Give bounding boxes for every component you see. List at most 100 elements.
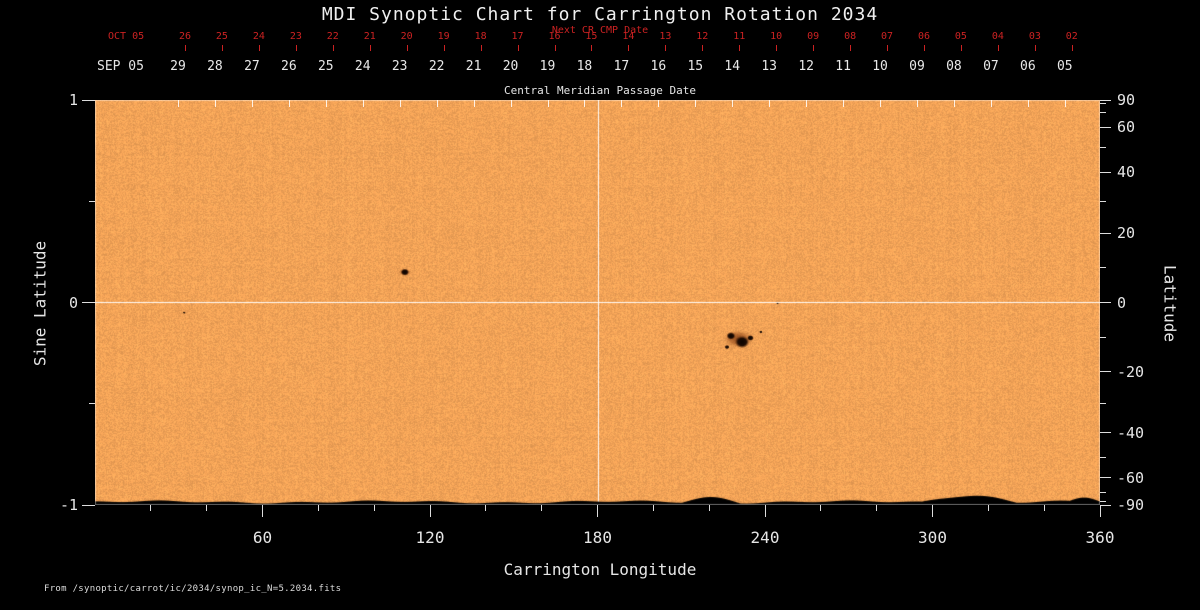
bottom-axis-title: Carrington Longitude (503, 560, 697, 579)
right-tick (1100, 126, 1111, 128)
bottom-tick-label: 60 (252, 528, 273, 547)
cmp-month-label: SEP 05 (97, 59, 144, 74)
cmp-day-label: 28 (207, 59, 223, 74)
left-tick-label: 1 (68, 91, 78, 109)
next-cr-day-label: 16 (548, 31, 561, 42)
right-minor-tick (1100, 457, 1106, 459)
bottom-tick (429, 505, 431, 517)
cmp-date-tick (178, 100, 179, 107)
next-cr-day-label: 25 (215, 31, 228, 42)
next-cr-tick (369, 45, 371, 51)
next-cr-tick (554, 45, 556, 51)
next-cr-month-label: OCT 05 (108, 31, 145, 42)
cmp-day-label: 22 (428, 59, 445, 74)
right-minor-tick (1100, 492, 1106, 494)
bottom-minor-tick (708, 505, 710, 511)
cmp-date-tick (953, 100, 955, 107)
bottom-minor-tick (150, 505, 152, 511)
cmp-date-tick (547, 100, 549, 107)
next-cr-tick (960, 45, 962, 51)
cmp-date-tick (399, 100, 401, 107)
cmp-date-tick (436, 100, 438, 107)
right-tick-label: 60 (1117, 118, 1136, 137)
right-minor-tick (1100, 403, 1106, 405)
cmp-day-label: 16 (650, 59, 667, 74)
left-minor-tick (89, 403, 95, 405)
next-cr-day-label: 23 (289, 31, 302, 42)
cmp-day-label: 23 (391, 59, 408, 74)
cmp-date-tick (880, 100, 882, 107)
cmp-date-tick (288, 100, 290, 107)
bottom-minor-tick (541, 505, 543, 511)
next-cr-tick (924, 45, 925, 51)
next-cr-tick (628, 45, 630, 51)
next-cr-tick (665, 45, 667, 51)
cmp-day-label: 27 (244, 59, 260, 74)
cmp-day-label: 05 (1056, 59, 1073, 74)
next-cr-day-label: 03 (1028, 31, 1041, 42)
left-tick-label: 0 (68, 293, 78, 312)
cmp-day-label: 12 (798, 59, 814, 74)
cmp-day-label: 18 (576, 59, 593, 74)
bottom-minor-tick (373, 505, 375, 511)
right-tick-label: -20 (1117, 362, 1145, 381)
bottom-tick-label: 180 (583, 528, 612, 547)
next-cr-day-label: 17 (511, 31, 524, 42)
right-tick-label: 40 (1117, 163, 1136, 182)
bottom-tick (597, 505, 598, 517)
cmp-axis-label: Central Meridian Passage Date (503, 84, 697, 97)
bottom-tick-label: 240 (750, 528, 780, 547)
next-cr-tick (776, 45, 778, 51)
next-cr-day-label: 18 (474, 31, 487, 42)
right-minor-tick (1100, 266, 1106, 268)
bottom-minor-tick (485, 505, 487, 511)
next-cr-day-label: 20 (400, 31, 413, 42)
cmp-day-label: 20 (502, 59, 519, 74)
cmp-date-tick (510, 100, 512, 107)
next-cr-day-label: 12 (696, 31, 709, 42)
cmp-date-tick (843, 100, 845, 107)
right-tick (1100, 302, 1111, 303)
synoptic-map-canvas (95, 100, 1100, 505)
cmp-day-label: 25 (317, 59, 334, 74)
cmp-date-tick (214, 100, 216, 107)
next-cr-tick (702, 45, 704, 51)
next-cr-day-label: 06 (917, 31, 931, 42)
cmp-date-tick (917, 100, 918, 107)
cmp-day-label: 15 (687, 59, 704, 74)
next-cr-day-label: 15 (585, 31, 598, 42)
bottom-tick (932, 505, 933, 517)
right-minor-tick (1100, 501, 1106, 503)
bottom-minor-tick (876, 505, 878, 511)
next-cr-day-label: 10 (770, 31, 783, 42)
bottom-minor-tick (652, 505, 654, 511)
bottom-minor-tick (1043, 505, 1045, 511)
right-tick (1100, 99, 1111, 101)
next-cr-tick (406, 45, 408, 51)
cmp-day-label: 29 (170, 59, 186, 74)
next-cr-tick (591, 45, 593, 51)
cmp-day-label: 14 (724, 59, 741, 74)
next-cr-tick (295, 45, 297, 51)
cmp-date-tick (325, 100, 327, 107)
right-tick-label: -60 (1117, 468, 1145, 487)
cmp-date-tick (473, 100, 475, 107)
next-cr-tick (185, 45, 186, 51)
next-cr-day-label: 07 (881, 31, 894, 42)
cmp-date-tick (1027, 100, 1029, 107)
bottom-tick-label: 120 (415, 528, 445, 547)
left-tick (82, 302, 95, 303)
source-note: From /synoptic/carrot/ic/2034/synop_ic_N… (44, 584, 342, 594)
right-minor-tick (1100, 200, 1106, 202)
next-cr-day-label: 13 (659, 31, 672, 42)
next-cr-tick (480, 45, 482, 51)
left-minor-tick (89, 200, 95, 202)
next-cr-day-label: 04 (991, 31, 1004, 42)
next-cr-tick (739, 45, 741, 51)
next-cr-tick (221, 45, 223, 51)
plot-area (95, 100, 1100, 505)
cmp-day-label: 26 (281, 59, 297, 74)
next-cr-tick (813, 45, 815, 51)
bottom-minor-tick (317, 505, 319, 511)
